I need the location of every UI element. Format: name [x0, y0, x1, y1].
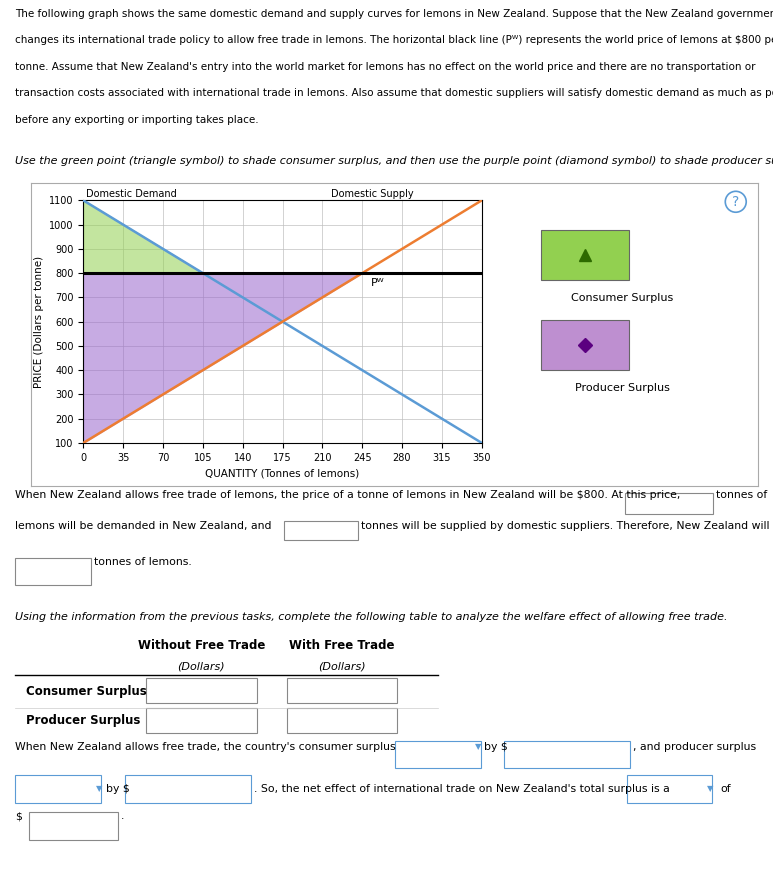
Bar	[15, 558, 91, 584]
Text: . So, the net effect of international trade on New Zealand's total surplus is a: . So, the net effect of international tr…	[254, 783, 670, 794]
Bar	[146, 678, 257, 703]
Text: Pᵂ: Pᵂ	[371, 277, 385, 288]
Bar	[541, 320, 629, 370]
Text: When New Zealand allows free trade, the country's consumer surplus: When New Zealand allows free trade, the …	[15, 741, 396, 752]
Bar	[627, 775, 712, 803]
Text: Producer Surplus: Producer Surplus	[575, 382, 669, 393]
Text: ?: ?	[732, 195, 739, 208]
Text: Domestic Demand: Domestic Demand	[86, 189, 176, 199]
Text: by $: by $	[485, 741, 508, 752]
Text: before any exporting or importing takes place.: before any exporting or importing takes …	[15, 115, 259, 125]
Bar	[146, 708, 257, 733]
Text: Without Free Trade: Without Free Trade	[138, 639, 265, 652]
Text: tonnes of: tonnes of	[716, 490, 768, 500]
Bar	[287, 678, 397, 703]
Text: lemons will be demanded in New Zealand, and: lemons will be demanded in New Zealand, …	[15, 521, 272, 531]
Text: When New Zealand allows free trade of lemons, the price of a tonne of lemons in : When New Zealand allows free trade of le…	[15, 490, 681, 500]
Text: tonnes will be supplied by domestic suppliers. Therefore, New Zealand will expor: tonnes will be supplied by domestic supp…	[361, 521, 773, 531]
Bar	[284, 521, 359, 540]
Text: Consumer Surplus: Consumer Surplus	[571, 293, 673, 303]
Text: $: $	[15, 811, 22, 822]
Text: (Dollars): (Dollars)	[178, 662, 225, 672]
Text: Producer Surplus: Producer Surplus	[26, 714, 140, 727]
Text: of: of	[720, 783, 731, 794]
Text: Consumer Surplus: Consumer Surplus	[26, 685, 146, 698]
Text: tonnes of lemons.: tonnes of lemons.	[94, 558, 191, 568]
Text: Domestic Supply: Domestic Supply	[332, 189, 414, 199]
Text: .: .	[121, 811, 124, 822]
Text: , and producer surplus: , and producer surplus	[633, 741, 756, 752]
Bar	[29, 813, 117, 840]
Bar	[396, 740, 481, 768]
Text: With Free Trade: With Free Trade	[289, 639, 395, 652]
Bar	[504, 740, 630, 768]
Text: Using the information from the previous tasks, complete the following table to a: Using the information from the previous …	[15, 612, 728, 623]
Text: ▼: ▼	[707, 783, 713, 793]
Bar	[287, 708, 397, 733]
Bar	[541, 231, 629, 281]
Text: ▼: ▼	[475, 741, 482, 750]
Text: Use the green point (triangle symbol) to shade consumer surplus, and then use th: Use the green point (triangle symbol) to…	[15, 156, 773, 167]
Text: transaction costs associated with international trade in lemons. Also assume tha: transaction costs associated with intern…	[15, 88, 773, 98]
Text: ▼: ▼	[96, 783, 102, 793]
Polygon shape	[83, 274, 362, 443]
Bar	[625, 494, 713, 514]
X-axis label: QUANTITY (Tonnes of lemons): QUANTITY (Tonnes of lemons)	[206, 468, 359, 478]
Y-axis label: PRICE (Dollars per tonne): PRICE (Dollars per tonne)	[34, 256, 44, 388]
Polygon shape	[83, 200, 203, 274]
Bar	[125, 775, 251, 803]
Text: changes its international trade policy to allow free trade in lemons. The horizo: changes its international trade policy t…	[15, 36, 773, 45]
Text: (Dollars): (Dollars)	[318, 662, 366, 672]
Text: tonne. Assume that New Zealand's entry into the world market for lemons has no e: tonne. Assume that New Zealand's entry i…	[15, 61, 756, 72]
Text: The following graph shows the same domestic demand and supply curves for lemons : The following graph shows the same domes…	[15, 9, 773, 19]
Bar	[15, 775, 100, 803]
Text: by $: by $	[106, 783, 130, 794]
